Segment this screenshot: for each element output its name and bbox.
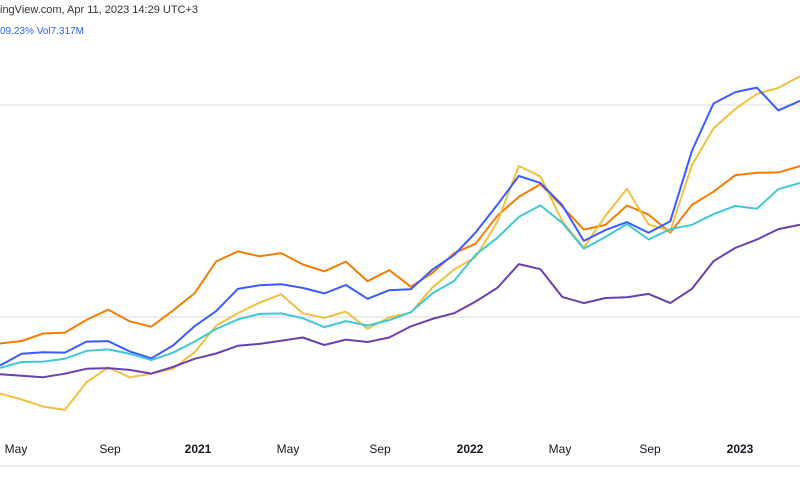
x-tick-label: 2023	[727, 442, 754, 456]
chart-stats: 09.23% Vol7.317M	[0, 26, 84, 37]
series-lines	[0, 75, 800, 411]
series-line-blue	[0, 86, 800, 367]
series-line-yellow	[0, 75, 800, 411]
x-tick-label: May	[549, 442, 572, 456]
gridlines	[0, 104, 800, 467]
change-value: 09.23%	[0, 26, 34, 37]
x-axis-ticks: May Sep 2021 May Sep 2022 May Sep 2023	[5, 442, 754, 456]
x-tick-label: 2022	[457, 442, 484, 456]
volume-value: 7.317M	[50, 26, 84, 37]
x-tick-label: Sep	[369, 442, 391, 456]
x-tick-label: Sep	[639, 442, 661, 456]
series-line-cyan	[0, 182, 800, 369]
volume-label: Vol	[36, 26, 51, 37]
x-tick-label: May	[277, 442, 300, 456]
x-tick-label: May	[5, 442, 28, 456]
x-tick-label: 2021	[185, 442, 212, 456]
chart-header: ingView.com, Apr 11, 2023 14:29 UTC+3	[0, 4, 198, 16]
series-line-purple	[0, 223, 800, 379]
header-text: ingView.com, Apr 11, 2023 14:29 UTC+3	[0, 4, 199, 16]
x-tick-label: Sep	[99, 442, 121, 456]
